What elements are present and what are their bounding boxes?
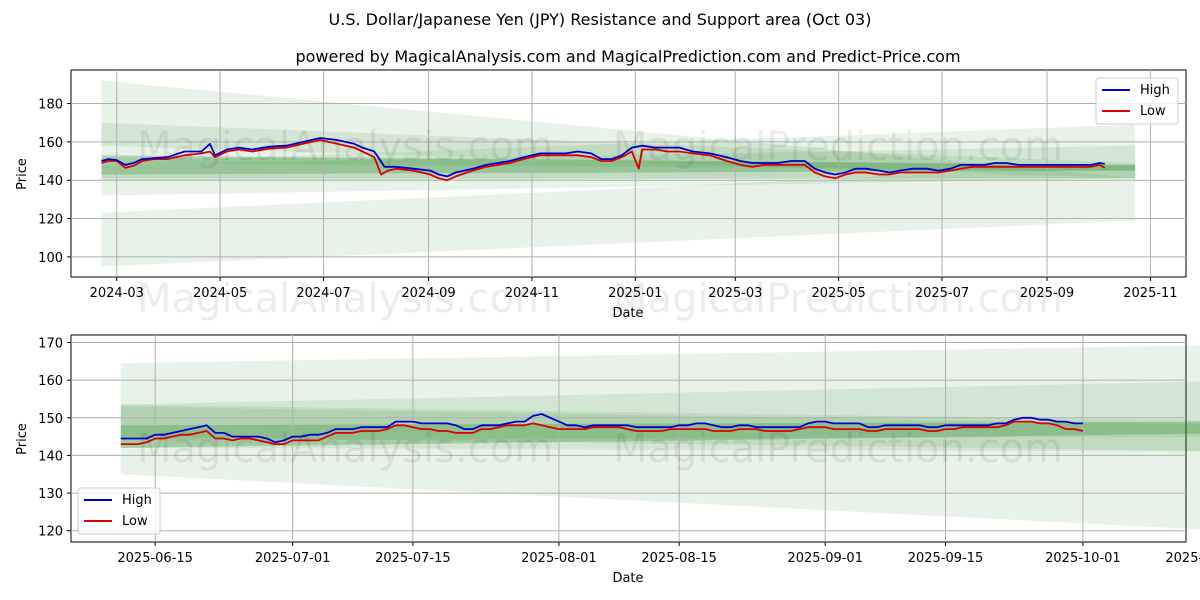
x-tick-label: 2025-09-15 <box>908 551 984 566</box>
top-legend-high-label: High <box>1140 83 1170 98</box>
x-tick-label: 2025-08-15 <box>641 551 717 566</box>
band-right-upper <box>101 124 1136 171</box>
x-tick-label: 2024-05 <box>193 286 247 301</box>
band-outer-lower <box>101 164 1136 267</box>
bottom-x-label: Date <box>612 571 643 586</box>
band-inner-1 <box>101 122 1136 181</box>
x-tick-label: 2025-06-15 <box>117 551 193 566</box>
y-tick-label: 120 <box>38 213 63 228</box>
x-tick-label: 2025-09 <box>1020 286 1074 301</box>
top-y-label: Price <box>15 158 30 190</box>
band-outer-lower <box>120 451 1200 530</box>
bottom-legend: High Low <box>77 487 161 535</box>
band-mid-upper <box>120 381 1200 452</box>
x-tick-label: 2025-03 <box>708 286 762 301</box>
x-tick-label: 2024-09 <box>401 286 455 301</box>
band-inner-2 <box>101 157 1136 179</box>
x-tick-label: 2025-09-01 <box>787 551 863 566</box>
series-low-line <box>101 139 1106 182</box>
top-plot-frame <box>70 69 1187 278</box>
x-tick-label: 2025-10-01 <box>1045 551 1121 566</box>
bottom-watermark-2: MagicalPrediction.com <box>613 426 1063 472</box>
top-watermark-4: MagicalPrediction.com <box>613 276 1063 322</box>
top-legend-low-label: Low <box>1140 104 1166 119</box>
bottom-series <box>120 413 1084 445</box>
bottom-panel: MagicalAnalysis.com MagicalPrediction.co… <box>15 334 1200 586</box>
series-low-line <box>120 420 1084 445</box>
series-high-line <box>101 137 1105 178</box>
y-tick-label: 120 <box>38 525 63 540</box>
y-tick-label: 130 <box>38 487 63 502</box>
band-inner-2 <box>120 406 1200 441</box>
x-tick-label: 2025-01 <box>608 286 662 301</box>
x-tick-label: 2025-08-01 <box>521 551 597 566</box>
band-inner-3 <box>101 145 1136 196</box>
y-tick-label: 150 <box>38 412 63 427</box>
bottom-watermark-1: MagicalAnalysis.com <box>137 426 553 472</box>
y-tick-label: 140 <box>38 449 63 464</box>
top-panel: MagicalAnalysis.com MagicalPrediction.co… <box>15 69 1187 322</box>
bottom-plot-frame <box>70 334 1187 543</box>
chart-subtitle: powered by MagicalAnalysis.com and Magic… <box>295 47 960 66</box>
bottom-legend-high-label: High <box>122 493 152 508</box>
x-tick-label: 2025-11 <box>1123 286 1177 301</box>
x-tick-label: 2024-11 <box>505 286 559 301</box>
bottom-x-ticks: 2025-06-15 2025-07-01 2025-07-15 2025-08-01… <box>117 542 1200 566</box>
top-gridlines <box>71 70 1186 277</box>
top-y-ticks: 100 120 140 160 180 <box>38 98 71 266</box>
x-tick-label: 2025-07-15 <box>375 551 451 566</box>
band-outer-upper <box>101 80 1136 179</box>
x-tick-label: 2024-03 <box>90 286 144 301</box>
top-bands <box>101 80 1136 267</box>
top-x-label: Date <box>612 306 643 321</box>
y-tick-label: 160 <box>38 374 63 389</box>
y-tick-label: 140 <box>38 174 63 189</box>
bottom-y-ticks: 120 130 140 150 160 170 <box>38 337 71 540</box>
series-high-line <box>120 413 1083 444</box>
chart-title: U.S. Dollar/Japanese Yen (JPY) Resistanc… <box>329 10 872 29</box>
bottom-y-label: Price <box>15 423 30 455</box>
x-tick-label: 2025-10-15 <box>1165 551 1200 566</box>
y-tick-label: 170 <box>38 337 63 352</box>
y-tick-label: 100 <box>38 251 63 266</box>
x-tick-label: 2024-07 <box>296 286 350 301</box>
x-tick-label: 2025-05 <box>811 286 865 301</box>
y-tick-label: 160 <box>38 136 63 151</box>
top-series <box>101 137 1106 182</box>
bottom-legend-low-label: Low <box>122 514 148 529</box>
top-legend: High Low <box>1095 77 1179 125</box>
top-watermark-2: MagicalPrediction.com <box>613 124 1063 170</box>
y-tick-label: 180 <box>38 98 63 113</box>
x-tick-label: 2025-07-01 <box>255 551 331 566</box>
x-tick-label: 2025-07 <box>915 286 969 301</box>
top-x-ticks: 2024-03 2024-05 2024-07 2024-09 2024-11 2025-… <box>90 277 1178 301</box>
top-watermark-1: MagicalAnalysis.com <box>137 124 553 170</box>
top-watermark-3: MagicalAnalysis.com <box>137 276 553 322</box>
